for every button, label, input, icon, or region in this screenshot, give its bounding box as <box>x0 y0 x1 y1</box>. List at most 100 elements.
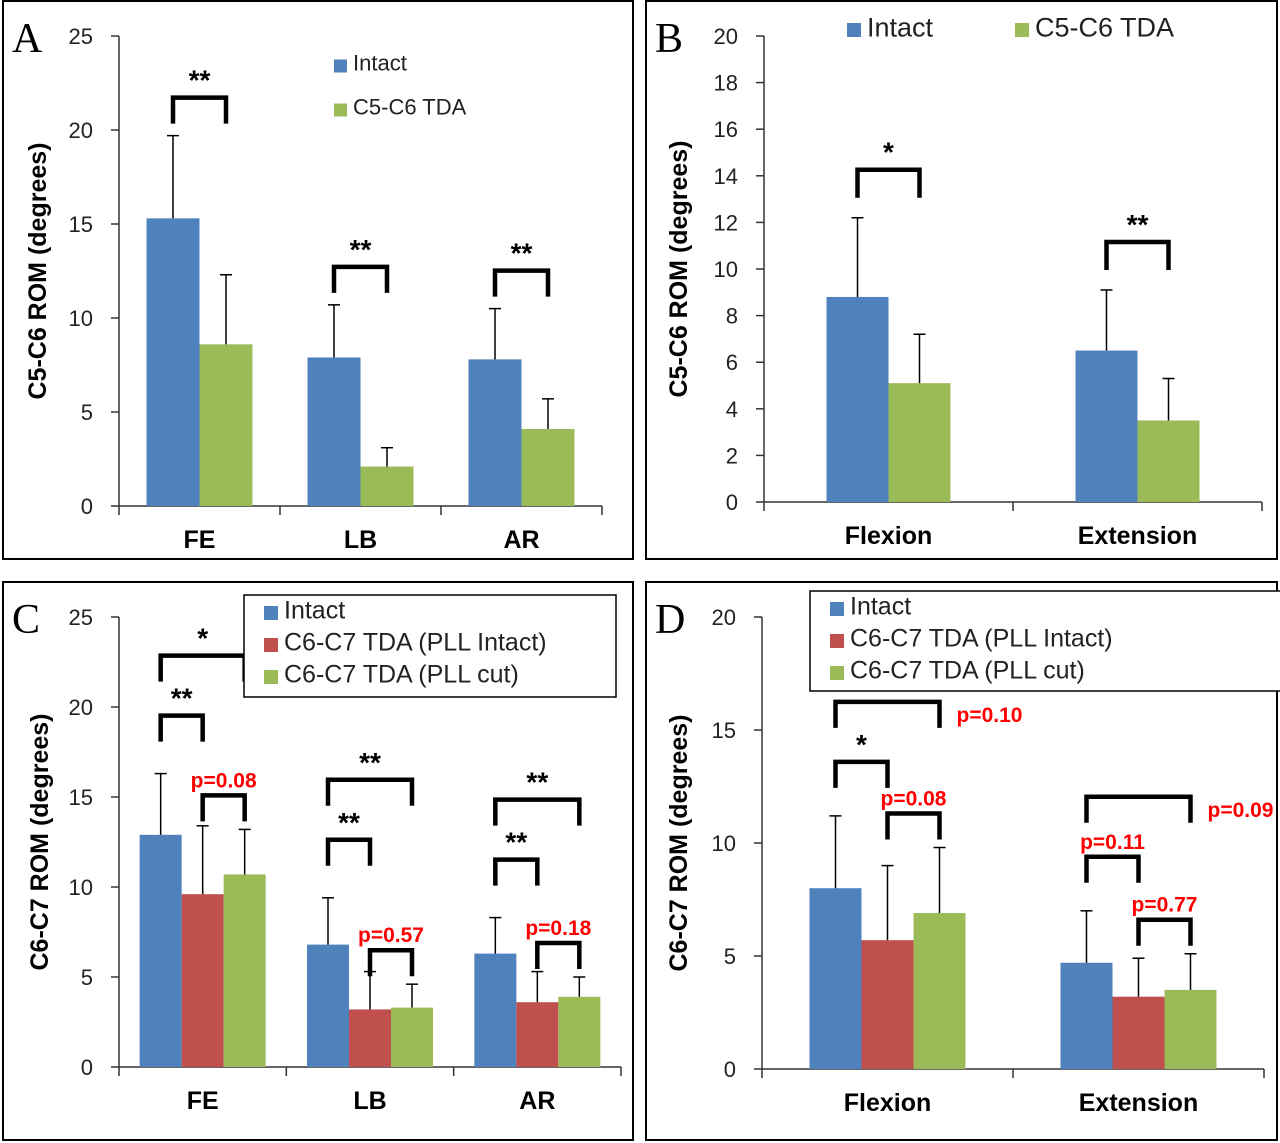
legend-label: C5-C6 TDA <box>1035 12 1174 42</box>
x-category-label: AR <box>503 526 539 554</box>
bar-a-s0-c2 <box>468 359 522 506</box>
legend-swatch <box>334 103 347 117</box>
bar-d-s1-c0 <box>861 940 914 1069</box>
chart-a-svg: A 0 5 10 15 20 25 FE LB AR C5-C6 ROM (degrees) ** **… <box>12 16 603 554</box>
significance-label: ** <box>505 827 527 858</box>
significance-bracket <box>158 713 205 742</box>
y-tick-label: 4 <box>726 397 738 422</box>
bar-c-s1-c2 <box>516 1002 559 1067</box>
significance-label: * <box>883 137 894 168</box>
bar-d-s2-c1 <box>1164 989 1217 1069</box>
p-value-label: p=0.77 <box>1132 894 1198 917</box>
bar-d-s0-c0 <box>809 888 862 1069</box>
bar-c-s2-c2 <box>558 996 601 1067</box>
y-tick-label: 0 <box>726 490 738 515</box>
significance-bracket <box>1104 239 1171 270</box>
legend-box <box>809 590 1280 692</box>
y-tick-label: 5 <box>724 944 736 969</box>
significance-bracket <box>331 264 390 293</box>
significance-label: * <box>856 729 867 760</box>
panel-letter-c: C <box>12 597 40 643</box>
legend-swatch <box>1015 23 1029 37</box>
legend-swatch <box>830 602 844 616</box>
y-tick-label: 6 <box>726 350 738 375</box>
x-category-label: Flexion <box>845 522 933 550</box>
bar-d-s1-c1 <box>1112 996 1165 1069</box>
bar-c-s0-c0 <box>139 834 182 1067</box>
bar-a-s1-c1 <box>360 466 414 506</box>
y-tick-label: 8 <box>726 304 738 329</box>
bar-c-s1-c0 <box>181 894 224 1067</box>
significance-label: ** <box>350 234 372 265</box>
y-tick-label: 16 <box>714 117 738 142</box>
panel-letter-a: A <box>12 16 43 62</box>
y-tick-label: 20 <box>69 695 93 720</box>
bar-c-s0-c1 <box>307 944 349 1067</box>
bar-c-s0-c2 <box>474 953 517 1067</box>
significance-bracket <box>170 95 229 124</box>
legend-swatch <box>264 638 278 652</box>
y-tick-label: 14 <box>714 164 738 189</box>
significance-label: ** <box>189 65 211 96</box>
legend-box <box>243 594 617 698</box>
bar-c-s1-c1 <box>349 1009 391 1067</box>
bar-c-s2-c1 <box>391 1007 433 1067</box>
significance-bracket <box>1084 794 1193 823</box>
y-tick-label: 5 <box>81 965 93 990</box>
y-tick-label: 5 <box>81 400 93 425</box>
significance-bracket <box>492 268 551 297</box>
panel-b: B 0 2 4 6 8 10 12 14 16 18 20 Flexion Extension C5-C6 … <box>645 0 1278 560</box>
legend-swatch <box>334 59 347 73</box>
significance-label: ** <box>1127 209 1149 240</box>
x-category-label: Flexion <box>844 1089 932 1117</box>
panel-letter-d: D <box>655 597 685 643</box>
significance-label: ** <box>511 238 533 269</box>
y-tick-label: 2 <box>726 443 738 468</box>
p-value-label: p=0.08 <box>191 769 257 792</box>
legend-label: C6-C7 TDA (PLL cut) <box>850 657 1085 685</box>
significance-bracket <box>493 857 540 886</box>
bar-a-s1-c0 <box>199 344 253 506</box>
p-value-label: p=0.57 <box>358 924 424 947</box>
y-tick-label: 10 <box>69 875 93 900</box>
legend-label: C6-C7 TDA (PLL Intact) <box>284 629 547 657</box>
y-tick-label: 15 <box>712 718 736 743</box>
y-axis-title: C6-C7 ROM (degrees) <box>26 714 54 971</box>
significance-bracket <box>158 653 247 682</box>
y-axis-title: C6-C7 ROM (degrees) <box>665 715 693 972</box>
y-tick-label: 0 <box>724 1057 736 1082</box>
legend-swatch <box>847 23 861 37</box>
legend-label: Intact <box>867 12 934 42</box>
bar-c-s2-c0 <box>223 874 266 1067</box>
significance-bracket <box>325 837 373 866</box>
legend-swatch <box>830 666 844 680</box>
legend-label: Intact <box>353 50 407 75</box>
p-value-label: p=0.18 <box>525 917 591 940</box>
y-tick-label: 20 <box>69 118 93 143</box>
y-tick-label: 15 <box>69 212 93 237</box>
significance-bracket <box>1084 854 1141 883</box>
y-tick-label: 15 <box>69 785 93 810</box>
y-tick-label: 0 <box>81 1055 93 1080</box>
legend-label: Intact <box>850 593 911 621</box>
y-axis-title: C5-C6 ROM (degrees) <box>24 143 52 400</box>
x-category-label: Extension <box>1079 1089 1198 1117</box>
x-category-label: LB <box>353 1087 386 1115</box>
y-tick-label: 10 <box>69 306 93 331</box>
legend-swatch <box>830 634 844 648</box>
y-tick-label: 25 <box>69 605 93 630</box>
bar-a-s0-c1 <box>307 357 361 506</box>
y-tick-label: 10 <box>714 257 738 282</box>
significance-bracket <box>885 811 942 840</box>
significance-label: ** <box>338 807 360 838</box>
x-category-label: LB <box>344 526 377 554</box>
p-value-label: p=0.09 <box>1208 799 1274 822</box>
legend-label: C6-C7 TDA (PLL Intact) <box>850 625 1113 653</box>
bar-d-s0-c1 <box>1060 962 1113 1069</box>
y-axis-title: C5-C6 ROM (degrees) <box>665 141 693 398</box>
panel-d: D 0 5 10 15 20 Flexion Extension C6-C7 ROM (degr… <box>645 581 1280 1141</box>
chart-b-svg: B 0 2 4 6 8 10 12 14 16 18 20 Flexion Extension C5-C6 … <box>655 12 1263 550</box>
panel-c: C 0 5 10 15 20 25 FE LB AR C6-C7 ROM (degrees) ** * p… <box>2 581 634 1141</box>
panel-a: A 0 5 10 15 20 25 FE LB AR C5-C6 ROM (degrees) ** **… <box>2 0 634 560</box>
